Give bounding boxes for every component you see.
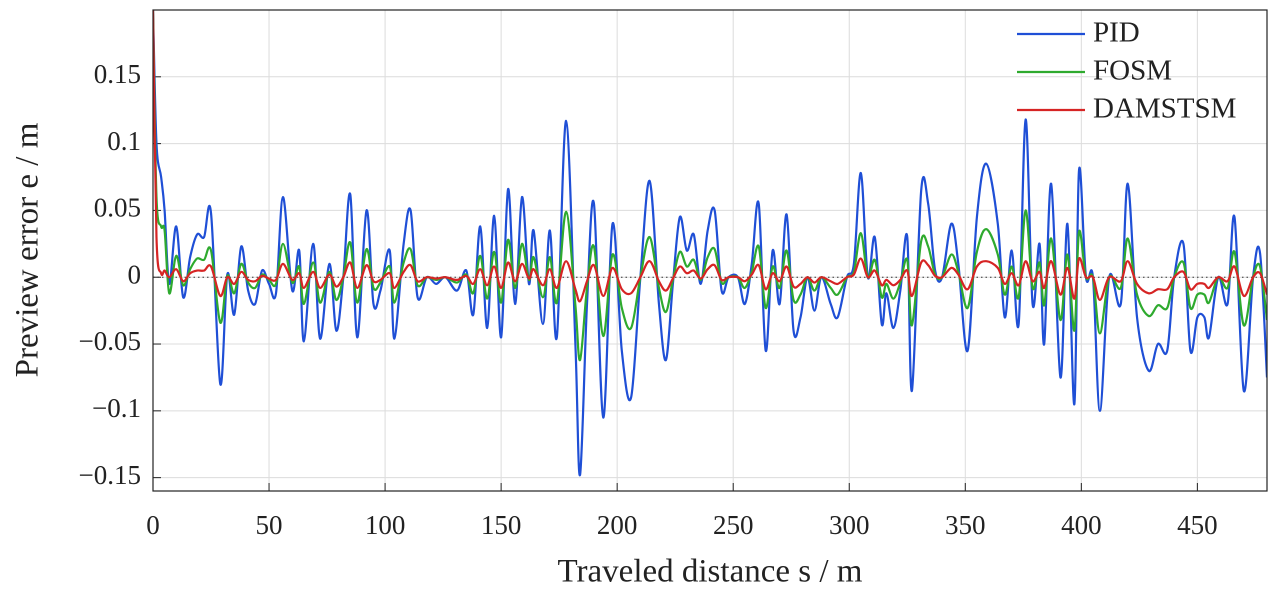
legend-text: DAMSTSM [1093, 93, 1236, 125]
legend: PID FOSM DAMSTSM [1017, 17, 1236, 125]
x-axis-label: Traveled distance s / m [558, 554, 863, 590]
y-tick-label: −0.15 [79, 460, 141, 490]
x-tick-label: 150 [481, 510, 522, 540]
y-tick-label: −0.05 [79, 326, 141, 356]
y-axis-label: Preview error e / m [10, 122, 46, 377]
labels: Traveled distance s / m Preview error e … [10, 59, 1218, 590]
legend-text: PID [1093, 17, 1140, 49]
legend-text: FOSM [1093, 55, 1172, 87]
y-tick-label: −0.1 [92, 393, 141, 423]
x-tick-label: 350 [945, 510, 986, 540]
series-line [153, 10, 1267, 362]
y-tick-label: 0.15 [94, 59, 141, 89]
x-tick-label: 450 [1177, 510, 1218, 540]
x-tick-label: 100 [365, 510, 406, 540]
x-tick-label: 50 [256, 510, 283, 540]
x-tick-label: 400 [1061, 510, 1102, 540]
x-tick-label: 0 [146, 510, 160, 540]
x-tick-label: 250 [713, 510, 754, 540]
y-tick-label: 0 [128, 259, 142, 289]
plot-lines [153, 10, 1267, 477]
plot-frame [152, 9, 1268, 492]
y-tick-label: 0.05 [94, 193, 141, 223]
x-tick-label: 300 [829, 510, 870, 540]
series-line [153, 10, 1267, 303]
y-tick-label: 0.1 [107, 126, 141, 156]
x-tick-label: 200 [597, 510, 638, 540]
